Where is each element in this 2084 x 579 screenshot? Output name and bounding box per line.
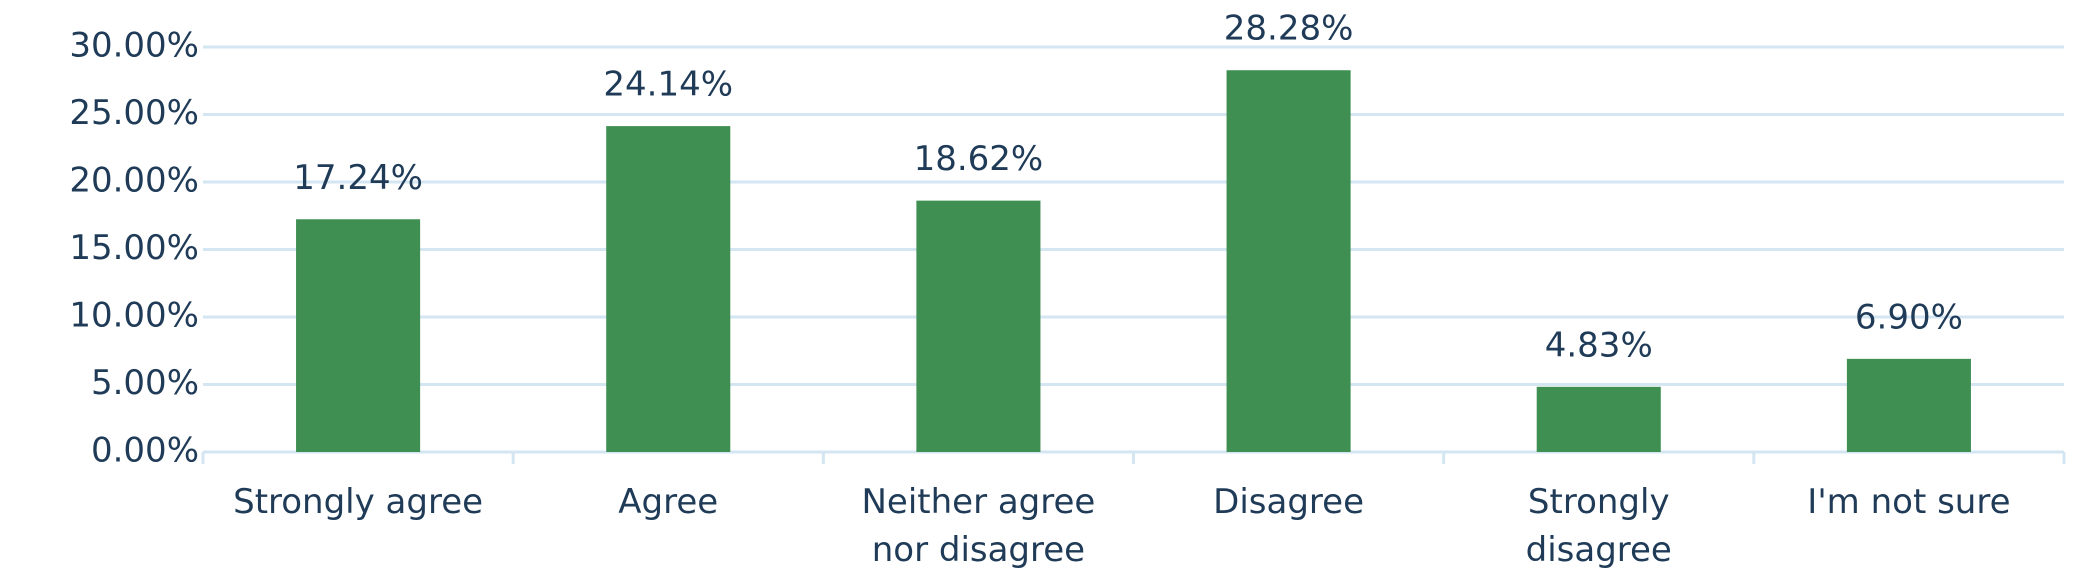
bar [1536, 386, 1661, 452]
bar [916, 200, 1041, 452]
data-label: 24.14% [603, 65, 733, 105]
bar [1226, 70, 1351, 452]
x-tick-label: Neither agree nor disagree [861, 482, 1096, 570]
x-tick-label: Strongly agree [233, 482, 484, 522]
y-tick-label: 25.00% [69, 93, 199, 133]
bar [296, 219, 421, 452]
y-tick-label: 0.00% [91, 431, 199, 471]
data-label: 18.62% [914, 139, 1044, 179]
x-tick-label: Strongly disagree [1525, 482, 1672, 570]
x-tick-label: Agree [618, 482, 719, 522]
bar [606, 126, 731, 453]
bar [1846, 358, 1971, 452]
data-label: 28.28% [1224, 9, 1354, 49]
data-label: 6.90% [1855, 297, 1963, 337]
y-tick-label: 5.00% [91, 363, 199, 403]
y-tick-label: 15.00% [69, 228, 199, 268]
y-tick-label: 30.00% [69, 26, 199, 66]
data-label: 17.24% [293, 158, 423, 198]
x-tick-label: Disagree [1213, 482, 1364, 522]
y-tick-label: 20.00% [69, 161, 199, 201]
x-tick-label: I'm not sure [1807, 482, 2011, 522]
data-label: 4.83% [1545, 325, 1653, 365]
y-tick-label: 10.00% [69, 296, 199, 336]
